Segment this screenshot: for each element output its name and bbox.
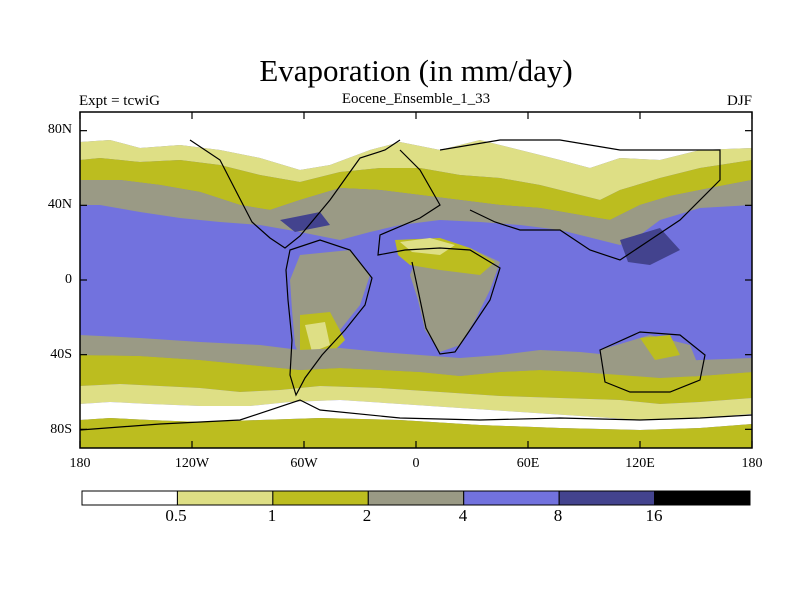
evap-band-south-high: [80, 335, 752, 378]
x-tick-label: 60E: [516, 456, 540, 471]
legend-level-label: 2: [362, 506, 372, 525]
y-tick-label: 40S: [50, 347, 72, 362]
legend-color-swatch: [654, 490, 751, 506]
axis-ticks: [79, 112, 753, 448]
evap-band-south-mid: [80, 355, 752, 404]
legend-level-label: 0.5: [165, 506, 187, 525]
map-title: Evaporation (in mm/day): [259, 53, 573, 88]
x-tick-label: 120E: [625, 456, 655, 471]
coastline-north-america: [189, 139, 401, 249]
x-tick-label: 180: [69, 456, 91, 471]
evap-band-south-low: [80, 384, 752, 420]
y-tick-label: 80N: [47, 122, 72, 137]
evap-band-north-low: [80, 140, 752, 200]
ensemble-label: Eocene_Ensemble_1_33: [341, 91, 491, 107]
coastline-antarctica: [80, 399, 752, 431]
evap-pacific-dark: [280, 212, 330, 232]
evap-band-north-lowest: [80, 112, 752, 170]
legend-level-label: 1: [267, 506, 277, 525]
legend-level-label: 16: [645, 506, 663, 525]
coastline-europe-africa: [377, 149, 501, 355]
evap-africa-light: [400, 238, 455, 255]
legend-color-swatch: [463, 490, 560, 506]
season-label: DJF: [726, 93, 752, 109]
evap-australia-olive: [640, 335, 680, 360]
y-tick-label: 40N: [47, 197, 72, 212]
legend-color-swatch: [367, 490, 465, 506]
evap-band-antarctic: [80, 418, 752, 448]
evap-band-south-lowest: [80, 400, 752, 430]
legend-level-label: 4: [458, 506, 468, 525]
legend-color-swatch: [81, 490, 178, 506]
legend-color-swatch: [176, 490, 274, 506]
x-tick-label: 60W: [290, 456, 318, 471]
x-tick-label: 180: [741, 456, 763, 471]
coastline-south-america: [285, 239, 373, 397]
coastline-australia: [599, 331, 706, 393]
y-tick-label: 0: [65, 272, 72, 287]
y-tick-label: 80S: [50, 422, 72, 437]
color-legend-bar: [81, 490, 751, 506]
evap-band-north-mid: [80, 158, 752, 220]
legend-level-label: 8: [553, 506, 563, 525]
legend-color-swatch: [272, 490, 369, 506]
x-tick-label: 120W: [174, 456, 210, 471]
evap-band-north-high: [80, 180, 752, 245]
evap-samerica-light: [305, 322, 330, 352]
coastline-asia: [439, 139, 721, 261]
evap-westpacific-dark: [620, 228, 680, 265]
coastlines: [80, 139, 752, 431]
experiment-label: Expt = tcwiG: [79, 93, 160, 109]
x-tick-label: 0: [412, 456, 420, 471]
legend-color-swatch: [558, 490, 656, 506]
